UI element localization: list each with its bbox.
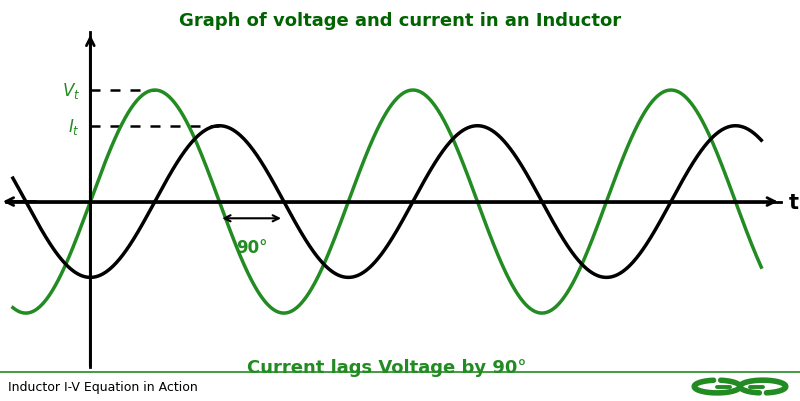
Text: $V_t$: $V_t$ [62,81,80,101]
Text: $I_t$: $I_t$ [68,116,80,136]
Text: Graph of voltage and current in an Inductor: Graph of voltage and current in an Induc… [179,12,621,30]
Text: 90°: 90° [236,239,267,257]
Text: Current lags Voltage by 90°: Current lags Voltage by 90° [247,358,527,376]
Text: Inductor I-V Equation in Action: Inductor I-V Equation in Action [8,380,198,393]
Text: t: t [788,192,798,212]
